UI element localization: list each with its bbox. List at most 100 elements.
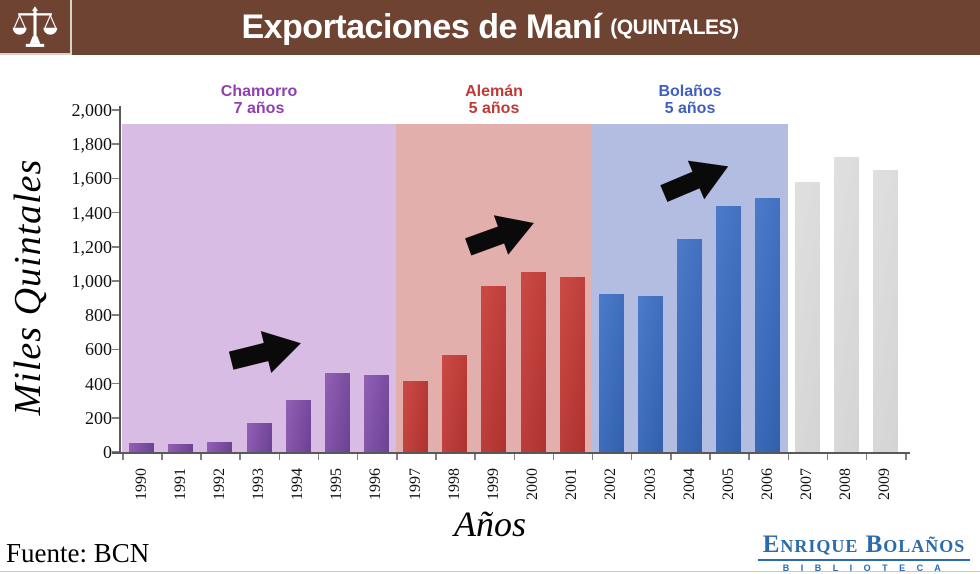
scales-of-justice-icon [12, 5, 58, 47]
y-tick-label: 1,000 [71, 271, 113, 291]
x-tick [317, 454, 320, 460]
x-tick [239, 454, 241, 460]
x-tick-label: 2004 [680, 468, 698, 500]
y-tick-label: 200 [85, 407, 112, 428]
x-tick-label: 2002 [602, 468, 620, 500]
bottom-divider [0, 571, 980, 572]
bar-2001 [559, 276, 585, 452]
y-tick-label: 400 [85, 373, 112, 394]
header-title-wrap: Exportaciones de Maní (QUINTALES) [72, 0, 908, 55]
x-tick-label: 2005 [719, 468, 737, 500]
bar-1992 [207, 441, 233, 452]
x-tick [435, 454, 437, 460]
period-band-chamorro [122, 123, 397, 452]
period-duration: 7 años [233, 100, 285, 117]
x-tick [356, 454, 359, 460]
bar-1998 [442, 355, 468, 452]
header-bar: Exportaciones de Maní (QUINTALES) [0, 0, 980, 55]
x-tick-label: 2008 [837, 468, 855, 500]
bar-1999 [481, 286, 507, 452]
x-tick-label: 1995 [328, 468, 346, 500]
bar-2004 [677, 239, 703, 452]
x-tick-label: 1998 [445, 468, 463, 500]
bar-2005 [716, 205, 742, 452]
x-tick [905, 454, 907, 460]
x-tick-label: 1996 [367, 468, 385, 500]
page-subtitle: (QUINTALES) [610, 15, 739, 39]
x-tick-label: 2009 [876, 468, 894, 500]
bar-1994 [285, 399, 311, 452]
bar-2002 [598, 293, 624, 452]
x-tick [122, 454, 124, 460]
x-tick [748, 454, 750, 460]
x-tick [826, 454, 829, 460]
y-tick [112, 246, 120, 248]
bar-1996 [363, 375, 389, 452]
bar-2008 [833, 157, 859, 452]
trend-arrow-icon [228, 331, 301, 373]
x-tick [474, 454, 476, 460]
x-tick-label: 2000 [524, 468, 542, 500]
x-tick-label: 2001 [563, 468, 581, 500]
x-tick [787, 454, 790, 460]
x-tick [396, 454, 398, 460]
trend-arrow-icon [660, 160, 729, 203]
x-tick [200, 454, 202, 460]
period-label-aleman: Alemán 5 años [424, 83, 564, 117]
x-tick-label: 2003 [641, 468, 659, 500]
library-logo-title: Enrique Bolaños [758, 531, 970, 561]
y-tick [112, 280, 120, 282]
x-tick [552, 454, 555, 460]
bar-1990 [129, 443, 155, 452]
bar-1991 [168, 444, 194, 452]
page-title: Exportaciones de Maní [241, 8, 602, 46]
x-tick-label: 1999 [484, 468, 502, 500]
x-tick [591, 454, 594, 460]
x-axis-title: Años [454, 504, 526, 544]
trend-arrow-icon [464, 215, 534, 256]
bar-2006 [755, 198, 781, 452]
x-tick-label: 1991 [171, 468, 189, 500]
period-label-bolanos: Bolaños 5 años [620, 83, 760, 117]
period-name: Bolaños [658, 83, 722, 100]
period-label-chamorro: Chamorro 7 años [189, 83, 329, 117]
source-text: Fuente: BCN [6, 538, 150, 568]
y-tick-label: 2,000 [71, 100, 113, 120]
y-tick-label: 1,200 [71, 236, 113, 257]
library-logo: Enrique Bolaños B I B L I O T E C A [758, 531, 970, 573]
x-tick [670, 454, 672, 460]
y-tick [112, 177, 120, 180]
x-tick-label: 1997 [406, 468, 424, 500]
library-logo-subtitle: B I B L I O T E C A [782, 563, 946, 573]
logo-box [0, 0, 72, 55]
y-tick-label: 1,800 [71, 134, 113, 155]
x-tick-label: 1994 [289, 468, 307, 500]
x-tick-label: 1993 [250, 468, 268, 500]
x-tick [278, 454, 281, 460]
period-name: Chamorro [220, 83, 298, 100]
bar-1997 [403, 381, 429, 452]
y-tick [112, 348, 120, 351]
x-axis-line [112, 452, 910, 454]
period-duration: 5 años [664, 100, 716, 117]
x-tick [513, 454, 515, 460]
y-tick [112, 417, 120, 419]
y-tick-label: 1,600 [71, 168, 113, 189]
x-tick-label: 1990 [132, 468, 150, 500]
period-duration: 5 años [468, 100, 520, 117]
y-tick-label: 1,400 [71, 202, 113, 223]
bar-1993 [246, 422, 272, 452]
bar-2009 [872, 169, 898, 452]
period-name: Alemán [465, 83, 523, 100]
y-tick-label: 600 [85, 339, 112, 360]
y-tick-label: 0 [103, 442, 112, 462]
x-tick-label: 1992 [210, 468, 228, 500]
x-tick [709, 454, 711, 460]
bar-2003 [638, 296, 664, 452]
x-tick [865, 454, 868, 460]
y-tick [112, 211, 120, 214]
x-tick-label: 2006 [758, 468, 776, 500]
y-tick [112, 143, 120, 145]
y-axis-line [119, 106, 121, 454]
